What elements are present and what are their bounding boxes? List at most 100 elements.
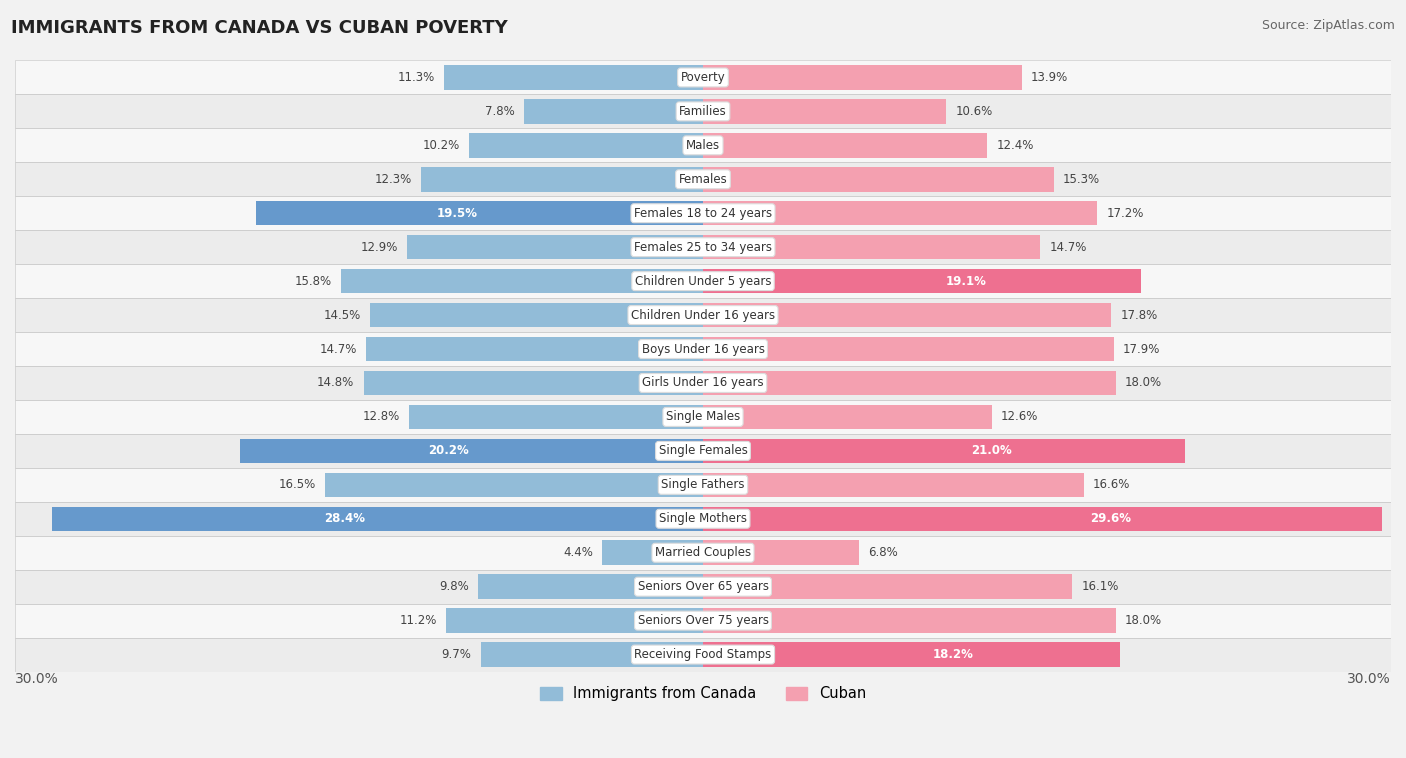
Text: IMMIGRANTS FROM CANADA VS CUBAN POVERTY: IMMIGRANTS FROM CANADA VS CUBAN POVERTY [11, 19, 508, 37]
Text: 6.8%: 6.8% [868, 547, 898, 559]
Bar [703, 405, 993, 429]
Bar [52, 506, 703, 531]
Text: Receiving Food Stamps: Receiving Food Stamps [634, 648, 772, 661]
Text: 15.3%: 15.3% [1063, 173, 1099, 186]
Bar [15, 196, 1391, 230]
Text: Boys Under 16 years: Boys Under 16 years [641, 343, 765, 356]
Bar [15, 128, 1391, 162]
Bar [15, 265, 1391, 298]
Bar [703, 642, 1121, 667]
Bar [15, 536, 1391, 570]
Bar [408, 235, 703, 259]
Bar [703, 439, 1185, 463]
Text: 9.8%: 9.8% [439, 580, 470, 594]
Text: 12.9%: 12.9% [360, 241, 398, 254]
Text: 13.9%: 13.9% [1031, 71, 1069, 84]
Text: 12.4%: 12.4% [997, 139, 1033, 152]
Bar [256, 201, 703, 225]
Text: Married Couples: Married Couples [655, 547, 751, 559]
Bar [15, 570, 1391, 603]
Legend: Immigrants from Canada, Cuban: Immigrants from Canada, Cuban [534, 681, 872, 707]
Bar [15, 434, 1391, 468]
Bar [478, 575, 703, 599]
Bar [446, 609, 703, 633]
Bar [15, 162, 1391, 196]
Text: 7.8%: 7.8% [485, 105, 515, 118]
Bar [703, 99, 946, 124]
Bar [15, 400, 1391, 434]
Text: 17.9%: 17.9% [1122, 343, 1160, 356]
Bar [15, 61, 1391, 95]
Text: Females 18 to 24 years: Females 18 to 24 years [634, 207, 772, 220]
Bar [325, 472, 703, 497]
Bar [15, 536, 1391, 570]
Bar [15, 196, 1391, 230]
Bar [15, 366, 1391, 400]
Bar [15, 400, 1391, 434]
Text: Single Males: Single Males [666, 410, 740, 424]
Bar [15, 603, 1391, 637]
Bar [703, 167, 1054, 192]
Text: 14.8%: 14.8% [318, 377, 354, 390]
Bar [15, 468, 1391, 502]
Bar [409, 405, 703, 429]
Text: Children Under 16 years: Children Under 16 years [631, 309, 775, 321]
Bar [370, 303, 703, 327]
Text: 28.4%: 28.4% [325, 512, 366, 525]
Text: Seniors Over 75 years: Seniors Over 75 years [637, 614, 769, 627]
Text: 9.7%: 9.7% [441, 648, 471, 661]
Text: 14.5%: 14.5% [323, 309, 361, 321]
Bar [602, 540, 703, 565]
Text: 4.4%: 4.4% [562, 547, 593, 559]
Text: 10.2%: 10.2% [423, 139, 460, 152]
Text: Source: ZipAtlas.com: Source: ZipAtlas.com [1261, 19, 1395, 32]
Text: 14.7%: 14.7% [1049, 241, 1087, 254]
Text: 18.2%: 18.2% [934, 648, 974, 661]
Bar [340, 269, 703, 293]
Text: 10.6%: 10.6% [955, 105, 993, 118]
Bar [15, 298, 1391, 332]
Text: 29.6%: 29.6% [1090, 512, 1130, 525]
Bar [15, 128, 1391, 162]
Bar [15, 332, 1391, 366]
Text: Females 25 to 34 years: Females 25 to 34 years [634, 241, 772, 254]
Bar [240, 439, 703, 463]
Text: Children Under 5 years: Children Under 5 years [634, 274, 772, 287]
Bar [444, 65, 703, 89]
Bar [15, 265, 1391, 298]
Text: 11.2%: 11.2% [399, 614, 437, 627]
Text: 30.0%: 30.0% [15, 672, 59, 686]
Bar [524, 99, 703, 124]
Bar [366, 337, 703, 362]
Bar [703, 269, 1142, 293]
Text: 15.8%: 15.8% [294, 274, 332, 287]
Text: Single Fathers: Single Fathers [661, 478, 745, 491]
Bar [15, 603, 1391, 637]
Text: Girls Under 16 years: Girls Under 16 years [643, 377, 763, 390]
Text: Females: Females [679, 173, 727, 186]
Bar [15, 61, 1391, 95]
Bar [420, 167, 703, 192]
Text: 12.6%: 12.6% [1001, 410, 1039, 424]
Text: 18.0%: 18.0% [1125, 377, 1163, 390]
Bar [703, 371, 1116, 395]
Bar [15, 95, 1391, 128]
Text: 19.1%: 19.1% [945, 274, 986, 287]
Bar [703, 65, 1022, 89]
Bar [703, 575, 1073, 599]
Bar [15, 298, 1391, 332]
Text: Single Mothers: Single Mothers [659, 512, 747, 525]
Text: 17.8%: 17.8% [1121, 309, 1157, 321]
Text: 12.8%: 12.8% [363, 410, 401, 424]
Bar [703, 201, 1098, 225]
Text: Males: Males [686, 139, 720, 152]
Bar [703, 303, 1111, 327]
Bar [15, 162, 1391, 196]
Text: Single Females: Single Females [658, 444, 748, 457]
Bar [15, 434, 1391, 468]
Bar [15, 332, 1391, 366]
Text: 17.2%: 17.2% [1107, 207, 1144, 220]
Bar [15, 570, 1391, 603]
Bar [15, 502, 1391, 536]
Bar [15, 230, 1391, 265]
